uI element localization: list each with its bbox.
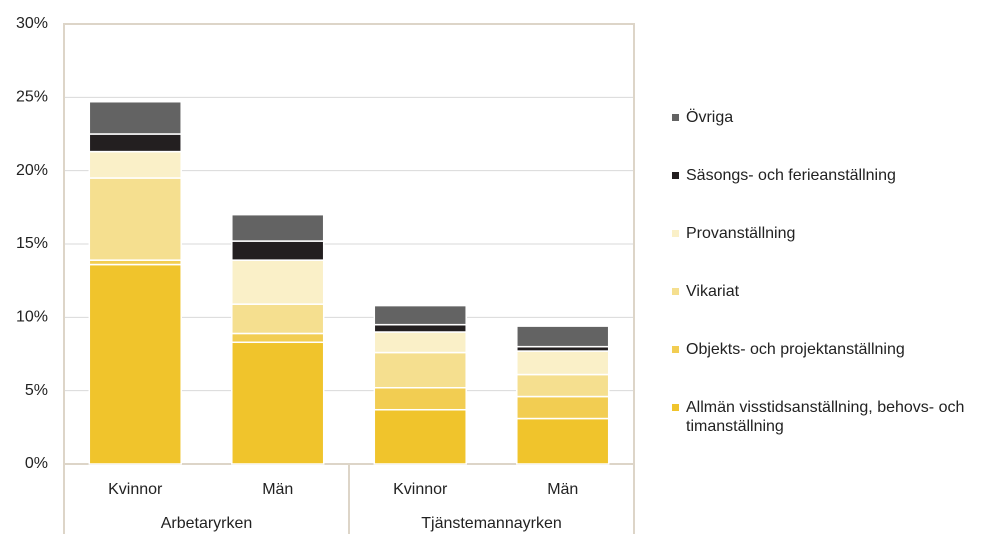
y-tick-label: 5%	[25, 382, 48, 399]
bar-segment	[88, 263, 182, 465]
x-tick-label: Kvinnor	[393, 481, 448, 498]
y-tick-label: 20%	[16, 162, 48, 179]
bar-segment	[516, 395, 610, 420]
bar-segment	[373, 351, 467, 389]
y-tick-label: 15%	[16, 235, 48, 252]
x-tick-label: Män	[547, 481, 578, 498]
legend-swatch	[672, 230, 679, 237]
y-tick-label: 0%	[25, 455, 48, 472]
y-tick-label: 25%	[16, 89, 48, 106]
legend-label: Vikariat	[686, 283, 740, 300]
bar-segment	[516, 417, 610, 465]
bar-segment	[88, 100, 182, 135]
bar-segment	[231, 341, 325, 465]
legend-label: Allmän visstidsanställning, behovs- och …	[686, 399, 965, 435]
legend-swatch	[672, 346, 679, 353]
legend-swatch	[672, 114, 679, 121]
legend-item: Allmän visstidsanställning, behovs- och …	[672, 398, 982, 436]
legend-swatch	[672, 172, 679, 179]
bar-segment	[231, 240, 325, 261]
bar-segment	[88, 133, 182, 153]
bar-segment	[231, 303, 325, 335]
bar-segment	[373, 408, 467, 465]
bar-segment	[373, 386, 467, 411]
bar-segment	[88, 177, 182, 261]
bar-segment	[373, 331, 467, 354]
bar-segment	[231, 213, 325, 242]
legend-swatch	[672, 288, 679, 295]
y-tick-label: 30%	[16, 15, 48, 32]
x-tick-label: Kvinnor	[108, 481, 163, 498]
bar-segment	[516, 325, 610, 348]
bar-segment	[516, 373, 610, 398]
legend-item: Säsongs- och ferieanställning	[672, 166, 982, 185]
legend-label: Säsongs- och ferieanställning	[686, 167, 896, 184]
legend-item: Objekts- och projektanställning	[672, 340, 982, 359]
legend-item: Övriga	[672, 108, 982, 127]
bar-segment	[516, 350, 610, 376]
bar-segment	[231, 332, 325, 344]
bar-segment	[373, 304, 467, 326]
legend-swatch	[672, 404, 679, 411]
y-tick-label: 10%	[16, 309, 48, 326]
legend-label: Övriga	[686, 109, 734, 126]
legend-item: Provanställning	[672, 224, 982, 243]
legend-item: Vikariat	[672, 282, 982, 301]
bar-segment	[373, 323, 467, 333]
bar-segment	[231, 259, 325, 305]
legend-label: Objekts- och projektanställning	[686, 341, 905, 358]
legend-label: Provanställning	[686, 225, 796, 242]
group-label: Tjänstemannayrken	[421, 515, 562, 532]
group-label: Arbetaryrken	[161, 515, 253, 532]
x-tick-label: Män	[262, 481, 293, 498]
bar-segment	[88, 150, 182, 179]
